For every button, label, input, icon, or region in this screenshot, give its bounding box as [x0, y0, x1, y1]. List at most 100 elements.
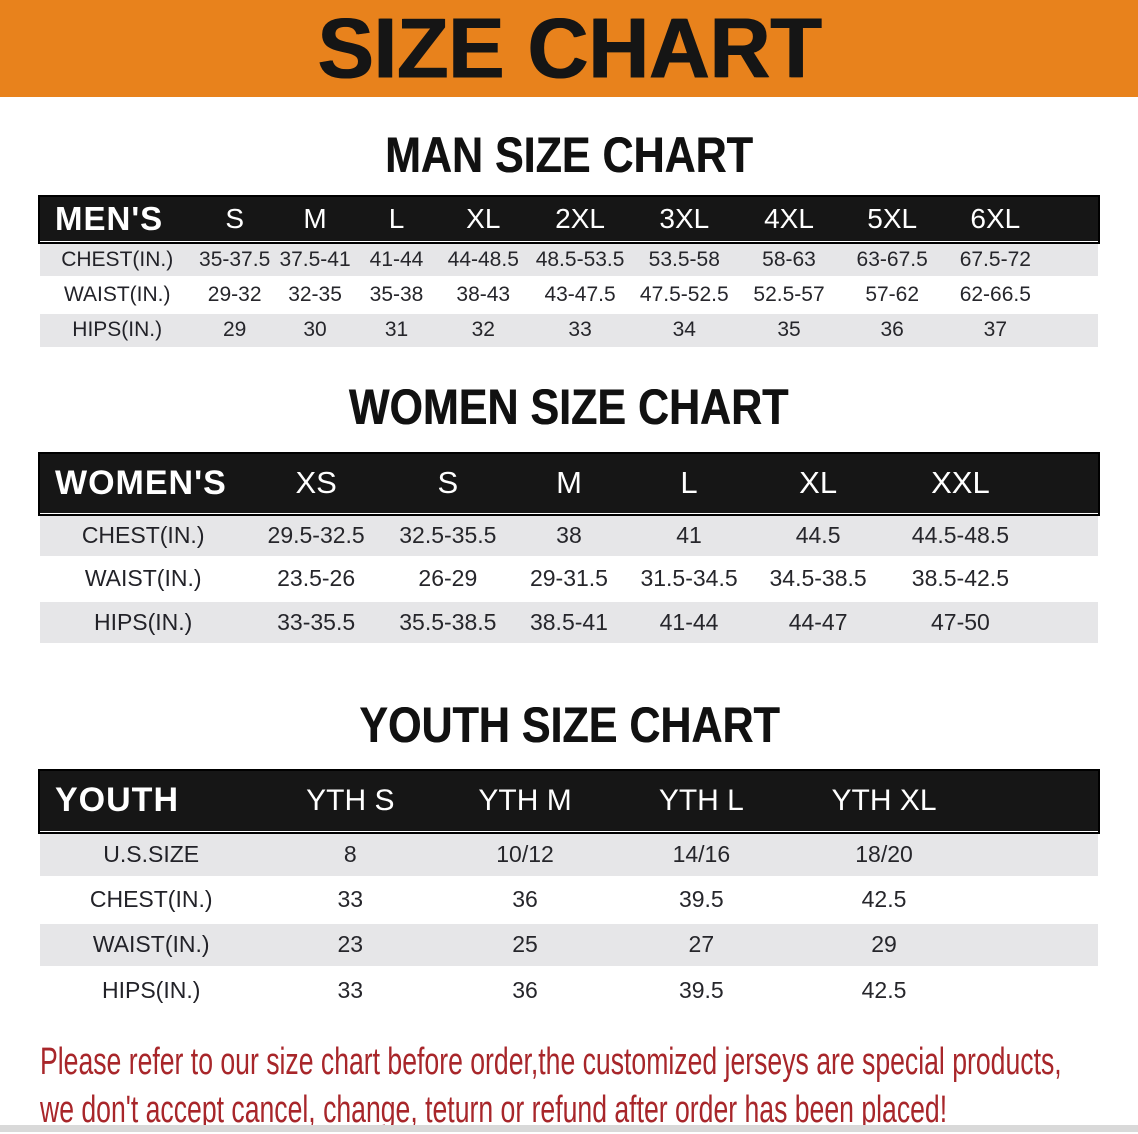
men-size-header: 2XL — [555, 202, 605, 234]
women-chest-row: CHEST(IN.) 29.5-32.5 32.5-35.5 38 41 44.… — [40, 514, 1098, 557]
men-size-header: 5XL — [867, 202, 918, 234]
women-size-header: M — [556, 465, 582, 501]
women-table-label: WOMEN'S — [55, 463, 227, 502]
size-value: 44.5-48.5 — [911, 522, 1009, 548]
size-value: 35-37.5 — [199, 247, 271, 271]
row-label: CHEST(IN.) — [89, 886, 213, 912]
size-value: 23 — [337, 931, 364, 957]
youth-header-row: YOUTH YTH S YTH M YTH L YTH XL — [40, 771, 1098, 832]
spacer-cell — [1047, 197, 1098, 242]
size-value: 47-50 — [930, 608, 990, 635]
size-value: 32.5-35.5 — [399, 522, 497, 548]
size-value: 48.5-53.5 — [535, 247, 625, 271]
youth-size-header: YTH S — [306, 783, 395, 817]
men-size-header: 4XL — [764, 202, 814, 234]
size-value: 42.5 — [861, 886, 907, 912]
size-value: 44.5 — [795, 522, 841, 548]
size-value: 34 — [672, 318, 696, 342]
men-size-header: 3XL — [659, 202, 710, 234]
women-hips-row: HIPS(IN.) 33-35.5 35.5-38.5 38.5-41 41-4… — [40, 600, 1098, 643]
spacer-cell — [977, 967, 1098, 1012]
row-label: HIPS(IN.) — [72, 318, 163, 342]
size-value: 33 — [337, 886, 364, 912]
size-value: 29 — [222, 318, 247, 342]
women-size-table: WOMEN'S XS S M L XL XXL CHEST(IN.) 29.5-… — [38, 452, 1100, 643]
spacer-cell — [1047, 312, 1098, 347]
size-value: 38.5-42.5 — [911, 565, 1009, 591]
row-label: WAIST(IN.) — [63, 282, 171, 306]
men-size-header: S — [225, 202, 244, 234]
size-value: 33 — [568, 318, 592, 342]
row-label: WAIST(IN.) — [84, 565, 202, 591]
women-section-heading: WOMEN SIZE CHART — [0, 378, 1138, 436]
disclaimer-line-1: Please refer to our size chart before or… — [40, 1041, 1062, 1083]
size-value: 57-62 — [865, 282, 920, 306]
man-section-heading: MAN SIZE CHART — [0, 126, 1138, 184]
size-value: 67.5-72 — [959, 247, 1031, 271]
size-value: 39.5 — [678, 886, 724, 912]
size-value: 41-44 — [369, 247, 424, 271]
bottom-strip — [0, 1125, 1138, 1132]
youth-size-header: YTH L — [658, 783, 744, 817]
size-value: 41-44 — [659, 608, 719, 635]
size-value: 25 — [512, 931, 538, 957]
men-hips-row: HIPS(IN.) 29 30 31 32 33 34 35 36 37 — [40, 312, 1098, 347]
men-header-row: MEN'S S M L XL 2XL 3XL 4XL 5XL 6XL — [40, 197, 1098, 242]
size-value: 8 — [343, 841, 357, 867]
size-value: 34.5-38.5 — [769, 565, 867, 591]
size-value: 29-31.5 — [529, 565, 608, 591]
size-value: 32 — [471, 318, 495, 342]
spacer-cell — [977, 877, 1098, 922]
size-value: 63-67.5 — [856, 247, 928, 271]
youth-section-heading: YOUTH SIZE CHART — [0, 696, 1138, 754]
row-label: CHEST(IN.) — [61, 247, 174, 271]
spacer-cell — [1034, 514, 1098, 557]
women-size-header: L — [680, 465, 698, 501]
women-size-header: XXL — [931, 465, 990, 501]
size-value: 36 — [512, 886, 538, 912]
size-value: 32-35 — [288, 282, 342, 306]
size-value: 47.5-52.5 — [639, 282, 729, 306]
spacer-cell — [1034, 557, 1098, 600]
size-value: 10/12 — [496, 841, 554, 867]
size-value: 44-47 — [788, 608, 848, 635]
men-size-header: XL — [466, 202, 501, 234]
spacer-cell — [1034, 600, 1098, 643]
size-value: 37 — [983, 318, 1007, 342]
man-section-heading-text: MAN SIZE CHART — [385, 127, 753, 183]
size-value: 38 — [556, 522, 582, 548]
size-value: 38-43 — [456, 282, 511, 306]
youth-size-table: YOUTH YTH S YTH M YTH L YTH XL U.S.SIZE … — [38, 769, 1100, 1012]
size-value: 31.5-34.5 — [640, 565, 738, 591]
size-value: 44-48.5 — [447, 247, 519, 271]
women-size-header: S — [437, 465, 459, 501]
size-value: 35.5-38.5 — [399, 608, 497, 635]
women-header-row: WOMEN'S XS S M L XL XXL — [40, 454, 1098, 514]
size-value: 33 — [337, 976, 364, 1003]
row-label: HIPS(IN.) — [93, 608, 193, 635]
spacer-cell — [977, 771, 1098, 832]
youth-ussize-row: U.S.SIZE 8 10/12 14/16 18/20 — [40, 832, 1098, 877]
size-value: 29.5-32.5 — [267, 522, 365, 548]
size-value: 35 — [777, 318, 801, 342]
youth-table-label: YOUTH — [55, 781, 179, 820]
men-size-header: 6XL — [970, 202, 1021, 234]
size-value: 33-35.5 — [277, 608, 356, 635]
row-label: CHEST(IN.) — [81, 522, 205, 548]
size-value: 36 — [880, 318, 904, 342]
size-value: 42.5 — [861, 976, 907, 1003]
youth-waist-row: WAIST(IN.) 23 25 27 29 — [40, 922, 1098, 967]
men-waist-row: WAIST(IN.) 29-32 32-35 35-38 38-43 43-47… — [40, 277, 1098, 312]
women-size-header: XS — [295, 465, 337, 501]
men-size-header: M — [303, 202, 327, 234]
size-value: 39.5 — [678, 976, 724, 1003]
spacer-cell — [1047, 277, 1098, 312]
disclaimer-line-2: we don't accept cancel, change, teturn o… — [40, 1089, 948, 1131]
spacer-cell — [1047, 242, 1098, 277]
women-waist-row: WAIST(IN.) 23.5-26 26-29 29-31.5 31.5-34… — [40, 557, 1098, 600]
men-size-table: MEN'S S M L XL 2XL 3XL 4XL 5XL 6XL CHEST… — [38, 195, 1100, 347]
size-chart-banner: SIZE CHART — [0, 0, 1138, 97]
size-value: 52.5-57 — [753, 282, 825, 306]
youth-chest-row: CHEST(IN.) 33 36 39.5 42.5 — [40, 877, 1098, 922]
size-value: 29-32 — [207, 282, 262, 306]
